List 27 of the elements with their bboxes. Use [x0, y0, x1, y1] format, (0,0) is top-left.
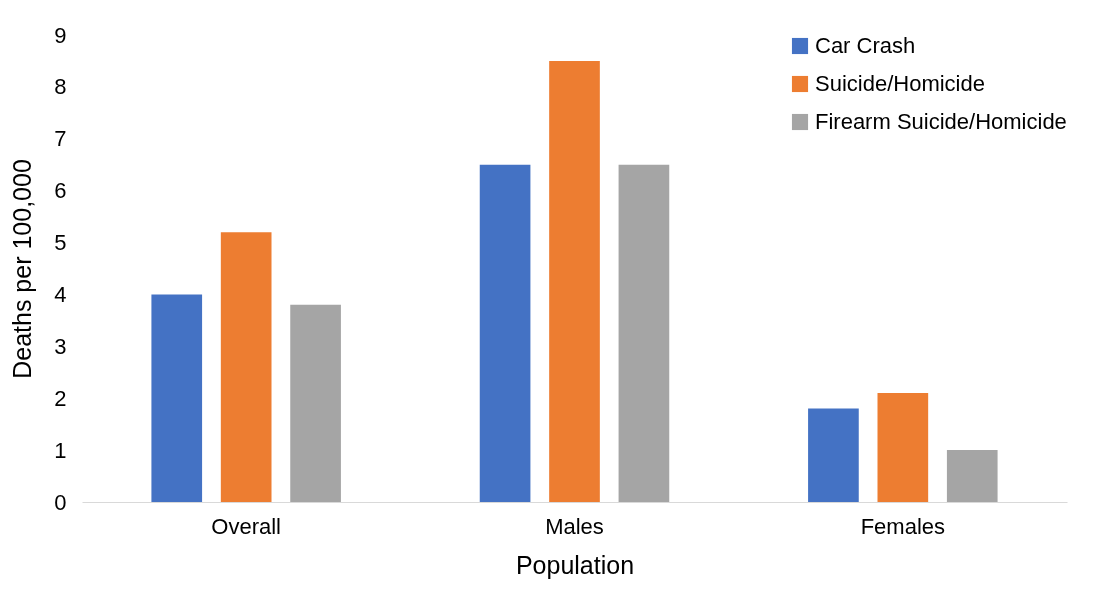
y-tick-label: 7	[54, 126, 67, 152]
bar	[618, 164, 670, 502]
y-axis-title: Deaths per 100,000	[8, 159, 37, 379]
x-tick-label: Females	[860, 513, 946, 539]
bar	[479, 164, 531, 502]
x-axis-title: Population	[515, 550, 635, 579]
y-tick-label: 1	[54, 437, 67, 463]
y-tick-label: 8	[54, 74, 67, 100]
y-tick-label: 5	[54, 230, 67, 256]
x-tick-label: Males	[545, 513, 604, 539]
y-tick-label: 9	[54, 22, 67, 48]
bar	[808, 408, 859, 502]
legend-label: Firearm Suicide/Homicide	[815, 109, 1067, 134]
bar	[151, 294, 203, 502]
bar	[290, 304, 341, 502]
bar	[220, 232, 272, 502]
y-tick-label: 6	[54, 178, 67, 204]
y-tick-label: 0	[54, 489, 67, 515]
y-tick-label: 4	[54, 281, 67, 307]
bar	[946, 450, 998, 502]
y-tick-label: 3	[54, 333, 67, 359]
bar	[549, 60, 600, 502]
x-tick-label: Overall	[211, 513, 282, 539]
y-tick-label: 2	[54, 385, 67, 411]
bar	[877, 393, 929, 502]
legend-label: Suicide/Homicide	[815, 71, 985, 96]
legend-label: Car Crash	[815, 33, 916, 58]
